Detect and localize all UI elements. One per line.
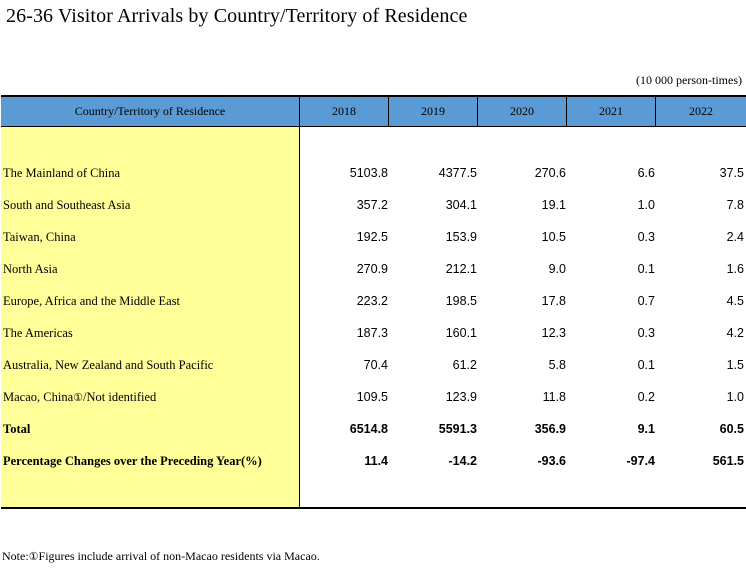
cell-2022: 7.8 xyxy=(726,198,744,212)
cell-2019: 198.5 xyxy=(445,294,477,308)
row-label-main: Macao, China xyxy=(3,390,74,404)
row-label: North Asia xyxy=(3,262,58,276)
footnote-marker: ① xyxy=(73,391,83,404)
header-country: Country/Territory of Residence xyxy=(1,97,300,126)
cell-2020: 17.8 xyxy=(541,294,566,308)
cell-2022: 60.5 xyxy=(719,422,744,436)
cell-2018: 192.5 xyxy=(356,230,388,244)
cell-2020: 12.3 xyxy=(541,326,566,340)
table-row-total: Total 6514.8 5591.3 356.9 9.1 60.5 xyxy=(1,413,746,445)
cell-2018: 223.2 xyxy=(356,294,388,308)
footnote-text: Figures include arrival of non-Macao res… xyxy=(38,549,320,563)
header-year-2021: 2021 xyxy=(567,97,656,126)
cell-2019: 153.9 xyxy=(445,230,477,244)
row-label: The Americas xyxy=(3,326,73,340)
table-bottom-rule xyxy=(1,507,746,509)
cell-2020: 19.1 xyxy=(541,198,566,212)
header-year-2020: 2020 xyxy=(478,97,567,126)
cell-2020: 10.5 xyxy=(541,230,566,244)
cell-2019: 212.1 xyxy=(445,262,477,276)
cell-2018: 270.9 xyxy=(356,262,388,276)
cell-2018: 187.3 xyxy=(356,326,388,340)
table-row: The Mainland of China 5103.8 4377.5 270.… xyxy=(1,157,746,189)
cell-2021: 6.6 xyxy=(637,166,655,180)
row-label: Europe, Africa and the Middle East xyxy=(3,294,181,308)
footnote: Note:①Figures include arrival of non-Mac… xyxy=(2,549,320,564)
header-year-2018: 2018 xyxy=(300,97,389,126)
cell-2019: 4377.5 xyxy=(438,166,477,180)
cell-2019: -14.2 xyxy=(448,454,478,468)
cell-2018: 11.4 xyxy=(364,454,388,468)
cell-2019: 5591.3 xyxy=(438,422,477,436)
table-row-percentage-change: Percentage Changes over the Preceding Ye… xyxy=(1,445,746,477)
cell-2021: 0.1 xyxy=(637,358,655,372)
cell-2018: 70.4 xyxy=(363,358,388,372)
cell-2021: 1.0 xyxy=(637,198,655,212)
cell-2022: 4.5 xyxy=(726,294,744,308)
table-row: Australia, New Zealand and South Pacific… xyxy=(1,349,746,381)
table-header-row: Country/Territory of Residence 2018 2019… xyxy=(1,97,746,127)
arrivals-table: Country/Territory of Residence 2018 2019… xyxy=(1,95,746,509)
cell-2018: 6514.8 xyxy=(349,422,388,436)
cell-2021: 0.1 xyxy=(637,262,655,276)
cell-2019: 160.1 xyxy=(445,326,477,340)
cell-2018: 5103.8 xyxy=(349,166,388,180)
stub-column-background xyxy=(1,127,300,509)
page-title: 26-36 Visitor Arrivals by Country/Territ… xyxy=(6,5,468,27)
table-row: Taiwan, China 192.5 153.9 10.5 0.3 2.4 xyxy=(1,221,746,253)
cell-2020: 270.6 xyxy=(534,166,566,180)
cell-2020: 5.8 xyxy=(548,358,566,372)
table-row: South and Southeast Asia 357.2 304.1 19.… xyxy=(1,189,746,221)
table-row: Europe, Africa and the Middle East 223.2… xyxy=(1,285,746,317)
cell-2019: 304.1 xyxy=(445,198,477,212)
table-row: North Asia 270.9 212.1 9.0 0.1 1.6 xyxy=(1,253,746,285)
cell-2020: 356.9 xyxy=(534,422,566,436)
header-year-2022: 2022 xyxy=(689,104,713,118)
cell-2018: 357.2 xyxy=(356,198,388,212)
row-label: Total xyxy=(3,422,31,436)
header-year-2019: 2019 xyxy=(389,97,478,126)
cell-2019: 61.2 xyxy=(452,358,477,372)
row-label: Australia, New Zealand and South Pacific xyxy=(3,358,214,372)
table-row: The Americas 187.3 160.1 12.3 0.3 4.2 xyxy=(1,317,746,349)
cell-2022: 2.4 xyxy=(726,230,744,244)
cell-2022: 1.6 xyxy=(726,262,744,276)
cell-2020: 11.8 xyxy=(542,390,566,404)
footnote-marker: ① xyxy=(28,550,39,563)
table-row: Macao, China①/Not identified 109.5 123.9… xyxy=(1,381,746,413)
cell-2018: 109.5 xyxy=(356,390,388,404)
cell-2022: 561.5 xyxy=(712,454,744,468)
table-top-rule xyxy=(1,95,746,97)
row-label-rest: /Not identified xyxy=(83,390,157,404)
cell-2021: 0.3 xyxy=(637,326,655,340)
row-label: South and Southeast Asia xyxy=(3,198,131,212)
unit-label: (10 000 person-times) xyxy=(636,73,742,87)
row-label: Taiwan, China xyxy=(3,230,76,244)
cell-2022: 1.5 xyxy=(726,358,744,372)
cell-2019: 123.9 xyxy=(445,390,477,404)
footnote-prefix: Note: xyxy=(2,549,29,563)
row-label: Percentage Changes over the Preceding Ye… xyxy=(3,454,262,468)
cell-2021: 0.2 xyxy=(637,390,655,404)
cell-2022: 4.2 xyxy=(726,326,744,340)
cell-2020: -93.6 xyxy=(537,454,567,468)
cell-2022: 1.0 xyxy=(726,390,744,404)
cell-2022: 37.5 xyxy=(719,166,744,180)
row-label: The Mainland of China xyxy=(3,166,120,180)
cell-2021: -97.4 xyxy=(626,454,656,468)
cell-2021: 9.1 xyxy=(637,422,655,436)
cell-2021: 0.7 xyxy=(637,294,655,308)
row-label: Macao, China①/Not identified xyxy=(3,381,156,413)
cell-2020: 9.0 xyxy=(548,262,566,276)
cell-2021: 0.3 xyxy=(637,230,655,244)
